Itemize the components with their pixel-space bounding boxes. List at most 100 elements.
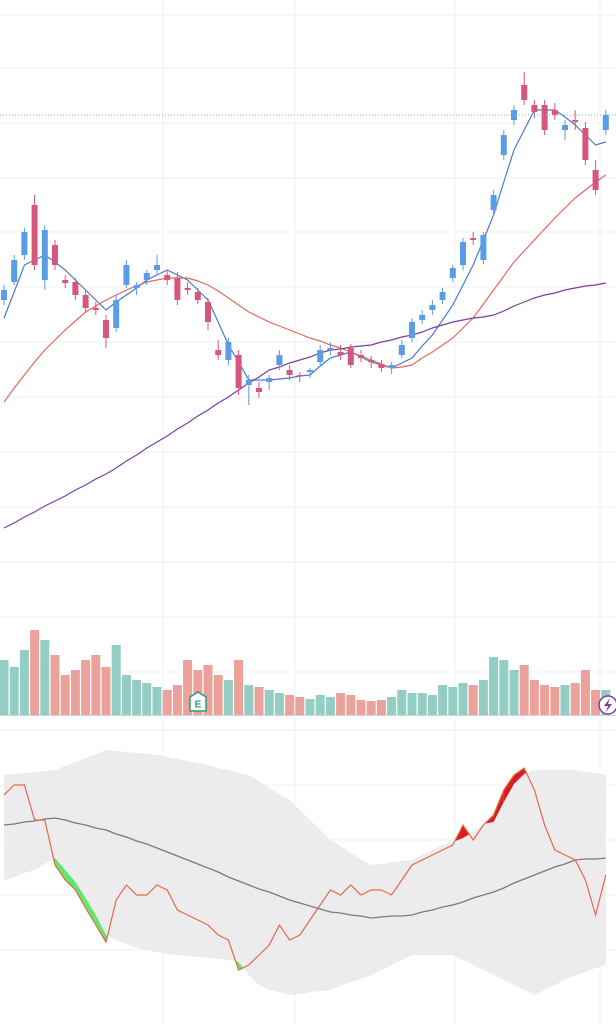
candle-body — [460, 242, 466, 265]
volume-bar — [499, 660, 509, 715]
volume-bar — [132, 680, 142, 715]
candle-body — [266, 378, 273, 382]
candle-body — [388, 365, 395, 368]
volume-bar — [580, 670, 590, 715]
volume-bar — [285, 695, 295, 715]
candle-body — [1, 290, 7, 300]
volume-bar — [274, 693, 284, 715]
candle-body — [164, 275, 171, 280]
candle-body — [286, 370, 293, 375]
candle-body — [317, 350, 324, 362]
candle-body — [256, 388, 262, 392]
candle-body — [276, 355, 283, 365]
candle-body — [541, 105, 548, 130]
volume-bar — [0, 660, 9, 715]
volume-bar — [417, 693, 427, 715]
volume-bar — [295, 697, 305, 715]
volume-bar — [9, 667, 19, 715]
oscillator-line — [3, 767, 607, 971]
volume-bar — [223, 680, 233, 715]
candle-body — [72, 282, 79, 295]
candle-body — [419, 315, 426, 320]
volume-bar — [438, 685, 448, 715]
below-band-fill — [95, 915, 106, 942]
volume-bar — [468, 685, 478, 715]
lightning-icon[interactable] — [598, 695, 616, 715]
volume-bar — [346, 695, 356, 715]
candle-body — [245, 380, 252, 385]
candle-body — [470, 238, 477, 240]
volume-bar — [305, 699, 315, 715]
volume-bar — [315, 695, 325, 715]
volume-bar — [81, 660, 91, 715]
volume-bar — [478, 680, 488, 715]
volume-bar — [203, 665, 213, 715]
volume-bar — [234, 660, 244, 715]
volume-bar — [529, 680, 539, 715]
above-band-fill — [503, 775, 514, 802]
volume-bar — [121, 675, 131, 715]
candle-body — [133, 285, 140, 288]
candle-body — [500, 135, 507, 155]
volume-bar — [172, 685, 182, 715]
candle-body — [205, 302, 211, 322]
candle-body — [602, 115, 609, 130]
candle-body — [154, 265, 160, 270]
candle-body — [123, 265, 130, 285]
candle-body — [174, 278, 181, 300]
volume-bar — [254, 687, 264, 715]
candle-body — [368, 360, 375, 362]
band-area — [4, 750, 606, 995]
volume-bar — [376, 700, 386, 715]
candle-body — [490, 195, 497, 210]
volume-bar — [509, 670, 519, 715]
volume-bar — [336, 693, 346, 715]
plot-layer — [0, 72, 616, 995]
volume-bar — [152, 687, 162, 715]
below-band-fill — [75, 882, 86, 908]
volume-bar — [519, 665, 529, 715]
volume-bar — [427, 695, 437, 715]
moving-average — [3, 174, 607, 403]
candle-body — [327, 348, 334, 350]
candle-body — [358, 355, 364, 358]
volume-bar — [540, 685, 550, 715]
volume-bar — [325, 697, 335, 715]
candle-body — [215, 350, 222, 355]
candle-body — [82, 295, 89, 308]
volume-bar — [458, 683, 468, 715]
volume-bar — [111, 645, 121, 715]
candle-body — [562, 125, 568, 130]
volume-bar — [264, 690, 274, 715]
candle-body — [103, 320, 109, 338]
event-label: E — [195, 700, 202, 711]
volume-bar — [356, 700, 366, 715]
volume-bar — [387, 697, 397, 715]
candle-body — [194, 292, 201, 300]
volume-bar — [448, 687, 458, 715]
candle-body — [92, 308, 99, 310]
candle-body — [235, 355, 242, 388]
candle-body — [572, 120, 579, 122]
candle-body — [41, 230, 48, 280]
candle-body — [143, 273, 150, 280]
moving-average — [3, 282, 606, 529]
candle-body — [296, 375, 303, 376]
volume-bar — [366, 701, 376, 715]
candle-body — [480, 235, 487, 260]
mid-line — [3, 817, 606, 919]
below-band-fill — [65, 870, 76, 890]
volume-bar — [70, 670, 80, 715]
volume-bar — [550, 687, 560, 715]
volume-bar — [142, 683, 152, 715]
below-band-fill — [85, 898, 96, 925]
volume-bar — [570, 683, 580, 715]
candle-body — [225, 342, 232, 360]
candle-body — [409, 322, 415, 338]
candle-body — [347, 348, 354, 365]
candle-body — [11, 260, 18, 282]
volume-bar — [91, 655, 101, 715]
candle-body — [429, 305, 436, 310]
